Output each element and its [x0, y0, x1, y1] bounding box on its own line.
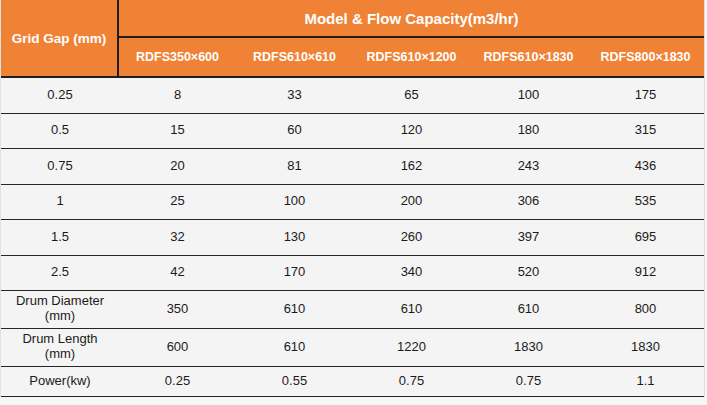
table-header: Grid Gap (mm) Model & Flow Capacity(m3/h… — [1, 0, 704, 78]
table-cell: 1830 — [587, 329, 704, 366]
table-cell: 0.25 — [119, 367, 236, 397]
table-cell: 33 — [236, 78, 353, 113]
spec-table: Grid Gap (mm) Model & Flow Capacity(m3/h… — [0, 0, 705, 397]
table-cell: 60 — [236, 114, 353, 149]
row-label: Power(kw) — [1, 367, 119, 397]
table-row: 0.75 20 81 162 243 436 — [1, 149, 704, 185]
row-label: 1.5 — [1, 220, 119, 255]
table-cell: 0.55 — [236, 367, 353, 397]
table-cell: 8 — [119, 78, 236, 113]
model-column-header: RDFS350×600 — [119, 38, 236, 76]
table-cell: 260 — [353, 220, 470, 255]
table-cell: 800 — [587, 291, 704, 328]
table-cell: 1.1 — [587, 367, 704, 397]
table-cell: 170 — [236, 256, 353, 291]
row-label: 0.25 — [1, 78, 119, 113]
table-cell: 912 — [587, 256, 704, 291]
table-cell: 200 — [353, 185, 470, 220]
table-cell: 81 — [236, 149, 353, 184]
table-cell: 175 — [587, 78, 704, 113]
table-row: 0.25 8 33 65 100 175 — [1, 78, 704, 114]
table-cell: 695 — [587, 220, 704, 255]
corner-header-cell: Grid Gap (mm) — [1, 0, 119, 76]
table-cell: 25 — [119, 185, 236, 220]
table-cell: 162 — [353, 149, 470, 184]
table-cell: 600 — [119, 329, 236, 366]
table-cell: 0.75 — [470, 367, 587, 397]
table-row: 0.5 15 60 120 180 315 — [1, 114, 704, 150]
model-column-header: RDFS610×1830 — [470, 38, 587, 76]
table-cell: 180 — [470, 114, 587, 149]
table-cell: 610 — [470, 291, 587, 328]
table-cell: 436 — [587, 149, 704, 184]
table-cell: 610 — [236, 291, 353, 328]
table-cell: 610 — [353, 291, 470, 328]
model-column-header: RDFS800×1830 — [587, 38, 704, 76]
table-cell: 520 — [470, 256, 587, 291]
table-cell: 610 — [236, 329, 353, 366]
table-cell: 1220 — [353, 329, 470, 366]
row-label: 0.5 — [1, 114, 119, 149]
row-label: Drum Length (mm) — [1, 329, 119, 366]
table-cell: 130 — [236, 220, 353, 255]
table-cell: 243 — [470, 149, 587, 184]
table-row: Drum Length (mm) 600 610 1220 1830 1830 — [1, 329, 704, 367]
header-right-block: Model & Flow Capacity(m3/hr) RDFS350×600… — [119, 0, 704, 76]
table-cell: 397 — [470, 220, 587, 255]
row-label: 0.75 — [1, 149, 119, 184]
table-cell: 120 — [353, 114, 470, 149]
table-cell: 20 — [119, 149, 236, 184]
table-row: 1.5 32 130 260 397 695 — [1, 220, 704, 256]
table-cell: 42 — [119, 256, 236, 291]
table-body: 0.25 8 33 65 100 175 0.5 15 60 120 180 3… — [1, 78, 704, 397]
group-header-cell: Model & Flow Capacity(m3/hr) — [119, 0, 704, 38]
table-cell: 306 — [470, 185, 587, 220]
table-cell: 100 — [470, 78, 587, 113]
table-cell: 100 — [236, 185, 353, 220]
table-row: Drum Diameter (mm) 350 610 610 610 800 — [1, 291, 704, 329]
row-label: Drum Diameter (mm) — [1, 291, 119, 328]
table-cell: 0.75 — [353, 367, 470, 397]
row-label: 1 — [1, 185, 119, 220]
model-column-header: RDFS610×1200 — [353, 38, 470, 76]
table-row: 1 25 100 200 306 535 — [1, 185, 704, 221]
model-header-row: RDFS350×600 RDFS610×610 RDFS610×1200 RDF… — [119, 38, 704, 76]
table-cell: 350 — [119, 291, 236, 328]
table-cell: 315 — [587, 114, 704, 149]
table-cell: 1830 — [470, 329, 587, 366]
table-row: Power(kw) 0.25 0.55 0.75 0.75 1.1 — [1, 367, 704, 398]
table-cell: 65 — [353, 78, 470, 113]
row-label: 2.5 — [1, 256, 119, 291]
table-cell: 340 — [353, 256, 470, 291]
table-cell: 15 — [119, 114, 236, 149]
table-cell: 32 — [119, 220, 236, 255]
table-cell: 535 — [587, 185, 704, 220]
model-column-header: RDFS610×610 — [236, 38, 353, 76]
table-row: 2.5 42 170 340 520 912 — [1, 256, 704, 292]
